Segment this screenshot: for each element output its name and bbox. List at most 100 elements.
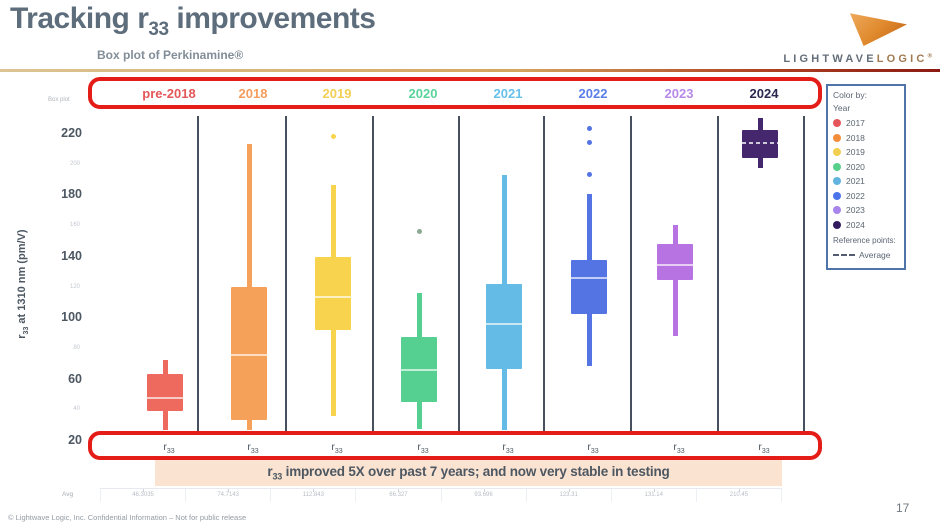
box-median-line bbox=[315, 295, 351, 298]
outlier-dot bbox=[586, 139, 592, 145]
callout-text: r33 improved 5X over past 7 years; and n… bbox=[267, 464, 670, 482]
avg-cell: 74.7143 bbox=[186, 489, 272, 502]
avg-value: 74.7143 bbox=[217, 492, 240, 498]
y-tick-major: 180 bbox=[61, 187, 82, 202]
x-axis-item-label: r33 bbox=[502, 441, 514, 456]
avg-tick bbox=[228, 489, 230, 492]
y-tick-minor: 80 bbox=[73, 344, 80, 351]
x-axis-item-label: r33 bbox=[417, 441, 429, 456]
legend-item-label: 2017 bbox=[846, 118, 865, 129]
page-title: Tracking r33 improvements bbox=[10, 2, 376, 40]
x-axis-highlight-box: r33 r33 r33 r33 r33 r33 r33 r33 bbox=[88, 431, 822, 460]
year-header-label: 2019 bbox=[322, 86, 352, 101]
legend-item-label: 2024 bbox=[846, 219, 865, 230]
avg-cell: 46.3035 bbox=[100, 489, 187, 502]
box-iqr bbox=[486, 283, 522, 370]
panel-separator bbox=[285, 116, 287, 432]
y-tick-major: 100 bbox=[61, 310, 82, 325]
legend-color-dot bbox=[833, 206, 841, 215]
box-median-line bbox=[571, 277, 607, 280]
legend: Color by: Year 2017 2018 2019 2020 2021 2022 2… bbox=[826, 84, 906, 270]
legend-item: 2024 bbox=[833, 218, 899, 233]
year-header-label: 2023 bbox=[664, 86, 694, 101]
box-iqr bbox=[401, 337, 437, 402]
legend-color-dot bbox=[833, 191, 841, 200]
y-tick-minor: 120 bbox=[69, 283, 80, 290]
legend-color-dot bbox=[833, 119, 841, 128]
outlier-dot bbox=[586, 125, 592, 131]
header-divider bbox=[0, 69, 940, 72]
avg-value: 123.31 bbox=[559, 492, 578, 498]
legend-item: 2017 bbox=[833, 116, 899, 131]
confidentiality-footer: © Lightwave Logic, Inc. Confidential Inf… bbox=[8, 513, 247, 522]
y-tick-minor: 40 bbox=[73, 406, 80, 413]
legend-color-dot bbox=[833, 162, 841, 171]
panel-separator bbox=[630, 116, 632, 432]
panel-separator bbox=[717, 116, 719, 432]
legend-item-label: 2023 bbox=[846, 205, 865, 216]
legend-items: 2017 2018 2019 2020 2021 2022 2023 2024 bbox=[833, 116, 899, 232]
box-iqr bbox=[231, 286, 267, 421]
avg-value: 112.843 bbox=[302, 492, 324, 498]
legend-reference-label: Reference points: bbox=[833, 236, 896, 245]
year-header-label: 2018 bbox=[238, 86, 268, 101]
boxplot-corner-tag: Box plot bbox=[48, 97, 70, 103]
box-median-line bbox=[147, 397, 183, 400]
avg-cell: 123.31 bbox=[527, 489, 612, 502]
chart-subtitle: Box plot of Perkinamine® bbox=[97, 48, 244, 62]
legend-item: 2023 bbox=[833, 203, 899, 218]
box-iqr bbox=[657, 243, 693, 281]
legend-color-dot bbox=[833, 220, 841, 229]
y-tick-major: 220 bbox=[61, 126, 82, 141]
legend-color-dot bbox=[833, 177, 841, 186]
avg-value: 210.45 bbox=[729, 492, 749, 498]
box-median-line bbox=[401, 369, 437, 372]
legend-item: 2018 bbox=[833, 131, 899, 146]
avg-tick bbox=[568, 489, 570, 492]
box-iqr bbox=[571, 260, 607, 315]
legend-item-label: 2020 bbox=[846, 161, 865, 172]
legend-item-label: 2021 bbox=[846, 176, 865, 187]
avg-cell: 210.45 bbox=[697, 489, 782, 502]
year-header-label: 2021 bbox=[493, 86, 523, 101]
panel-separator bbox=[543, 116, 545, 432]
avg-value: 93.696 bbox=[474, 492, 493, 498]
y-tick-major: 20 bbox=[68, 433, 82, 447]
x-axis-item-label: r33 bbox=[247, 441, 259, 456]
legend-item: 2020 bbox=[833, 160, 899, 175]
box-median-line bbox=[657, 263, 693, 266]
avg-row: 46.3035 74.7143 112.843 66.327 93.696 123.31 1… bbox=[100, 488, 782, 502]
y-tick-minor: 200 bbox=[69, 160, 80, 167]
y-tick-minor: 160 bbox=[69, 222, 80, 229]
avg-tick bbox=[313, 489, 315, 492]
box-whisker bbox=[672, 225, 678, 336]
avg-row-label: Avg bbox=[62, 491, 74, 498]
avg-cell: 131.14 bbox=[612, 489, 697, 502]
avg-value: 131.14 bbox=[644, 492, 663, 498]
outlier-dot bbox=[330, 133, 336, 139]
legend-colorby-label: Color by: bbox=[833, 90, 868, 100]
legend-item-label: 2022 bbox=[846, 190, 865, 201]
panel-separator bbox=[458, 116, 460, 432]
legend-color-dot bbox=[833, 133, 841, 142]
avg-cell: 112.843 bbox=[271, 489, 357, 502]
avg-tick bbox=[738, 489, 740, 492]
avg-value: 66.327 bbox=[389, 492, 408, 498]
box-iqr bbox=[147, 374, 183, 411]
page-number: 17 bbox=[896, 501, 910, 515]
y-axis-title: r33 at 1310 nm (pm/V) bbox=[15, 229, 31, 339]
legend-item: 2019 bbox=[833, 145, 899, 160]
legend-average-text: Average bbox=[859, 250, 891, 260]
year-header-label: pre-2018 bbox=[142, 86, 196, 101]
avg-tick bbox=[143, 489, 145, 492]
year-header-label: 2020 bbox=[408, 86, 438, 101]
x-axis-item-label: r33 bbox=[587, 441, 599, 456]
y-tick-major: 60 bbox=[68, 371, 82, 386]
year-header-label: 2022 bbox=[578, 86, 608, 101]
year-header-highlight-box: pre-2018 2018 2019 2020 2021 2022 2023 2024 bbox=[88, 77, 822, 109]
legend-item-label: 2019 bbox=[846, 147, 865, 158]
x-axis-item-label: r33 bbox=[163, 441, 175, 456]
avg-value: 46.3035 bbox=[132, 492, 154, 498]
panel-separator bbox=[197, 116, 199, 432]
